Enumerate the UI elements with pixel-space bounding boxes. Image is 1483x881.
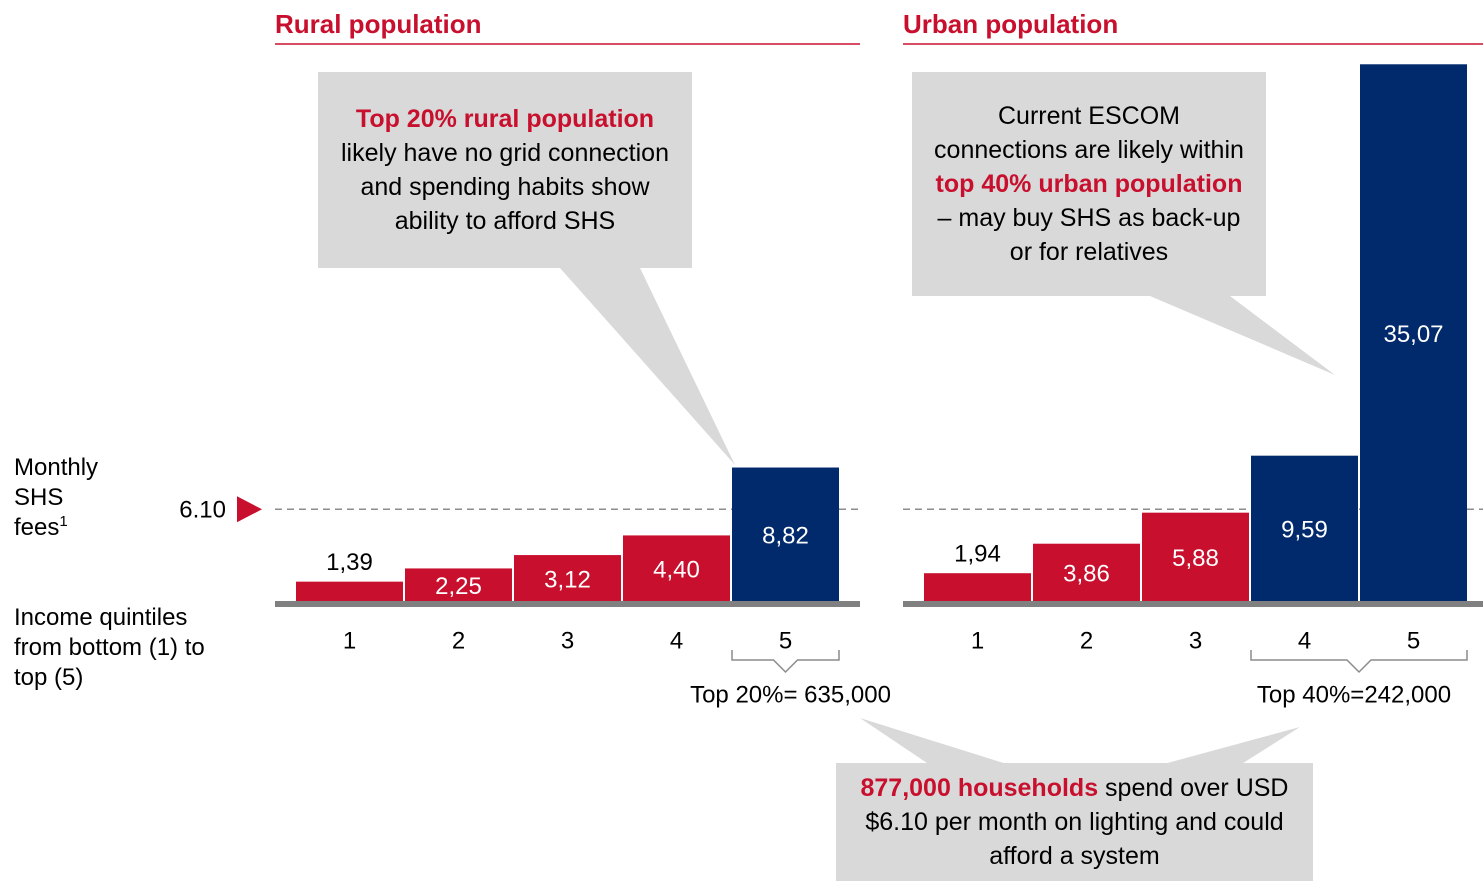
x-tick-label: 3: [1189, 627, 1202, 654]
bar: [405, 568, 512, 603]
callout-pointer: [1150, 296, 1335, 375]
baseline: [903, 601, 1483, 607]
x-tick-label: 1: [343, 627, 356, 654]
value-label: 3,86: [1063, 561, 1110, 588]
value-label: 4,40: [653, 557, 700, 584]
bar: [924, 573, 1031, 603]
x-axis-label: Income quintiles from bottom (1) to top …: [14, 604, 205, 691]
footnote-mark: 1: [59, 513, 68, 530]
value-label: 9,59: [1281, 517, 1328, 544]
panel-title: Urban population: [903, 9, 1118, 39]
summary-callout: 877,000 households spend over USD $6.10 …: [836, 763, 1313, 881]
x-tick-label: 2: [452, 627, 465, 654]
value-label: 2,25: [435, 573, 482, 600]
callout-text: likely have no grid connection and spend…: [341, 139, 669, 235]
group-label: Top 20%= 635,000: [690, 681, 891, 708]
bar: [732, 467, 839, 603]
group-label: Top 40%=242,000: [1257, 681, 1451, 708]
value-label: 1,39: [326, 549, 373, 576]
emphasis-text: Top 20% rural population: [355, 105, 655, 133]
value-label: 1,94: [954, 541, 1001, 568]
bar: [1033, 543, 1140, 603]
emphasis-text: top 40% urban population: [935, 170, 1243, 198]
callout-pointer: [860, 718, 1010, 765]
x-tick-label: 2: [1080, 627, 1093, 654]
value-label: 8,82: [762, 523, 809, 550]
x-tick-label: 3: [561, 627, 574, 654]
callout-text: spend over USD $6.10 per month on lighti…: [865, 774, 1289, 870]
baseline: [275, 601, 860, 607]
value-label: 5,88: [1172, 545, 1219, 572]
x-tick-label: 5: [1407, 627, 1420, 654]
y-axis-label: Monthly SHS fees1: [14, 453, 122, 543]
x-tick-label: 1: [971, 627, 984, 654]
value-label: 35,07: [1383, 321, 1443, 348]
bar: [623, 535, 730, 603]
callout-text: – may buy SHS as back-up or for relative…: [937, 204, 1241, 266]
y-label-text: Monthly SHS fees: [14, 454, 99, 541]
threshold-marker: [237, 496, 262, 523]
threshold-label: 6.10: [179, 497, 226, 524]
x-tick-label: 4: [1298, 627, 1311, 654]
bar: [1360, 64, 1467, 604]
callout-text: Current ESCOM connections are likely wit…: [934, 102, 1244, 164]
callout: Current ESCOM connections are likely wit…: [912, 72, 1266, 296]
x-tick-label: 4: [670, 627, 683, 654]
x-tick-label: 5: [779, 627, 792, 654]
panel-title: Rural population: [275, 9, 482, 39]
callout-pointer: [1160, 727, 1300, 765]
group-bracket: [731, 650, 840, 674]
bar: [296, 581, 403, 603]
value-label: 3,12: [544, 566, 591, 593]
group-bracket: [1250, 650, 1468, 674]
callout: Top 20% rural population likely have no …: [318, 72, 692, 268]
callout-pointer: [560, 268, 735, 465]
bar: [1251, 455, 1358, 603]
bar: [514, 555, 621, 603]
emphasis-text: 877,000 households: [860, 774, 1099, 802]
bar: [1142, 512, 1249, 603]
